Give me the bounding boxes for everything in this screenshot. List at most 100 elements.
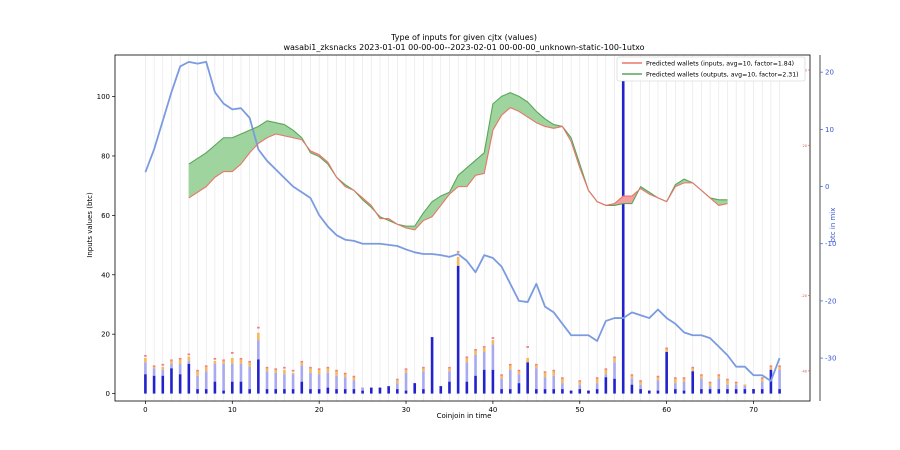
bar-cap [726, 378, 729, 381]
bar-cap [222, 359, 225, 362]
bar-mid [543, 377, 547, 390]
bar-top [700, 375, 703, 379]
bar-mid [595, 383, 599, 390]
bar-mid [170, 363, 173, 369]
bar-top [326, 368, 330, 373]
bar-main [387, 386, 390, 394]
bar-main [343, 389, 347, 394]
y2-tick-label: -20 [825, 297, 836, 305]
bar-main [526, 362, 529, 394]
bar-main [439, 386, 443, 394]
bar-top [204, 366, 208, 372]
bar-cap [769, 365, 773, 368]
bar-top [708, 383, 712, 387]
bar-top [343, 374, 347, 378]
bar-main [317, 389, 321, 394]
bar-top [422, 368, 425, 372]
chart-title: Type of inputs for given cjtx (values) [390, 33, 537, 42]
bar-cap [326, 366, 330, 369]
bar-mid [778, 369, 781, 390]
bar-main [448, 381, 451, 394]
bar-mid [222, 363, 225, 391]
x-tick-label: 0 [143, 406, 147, 414]
bar-main [743, 389, 747, 394]
bar-main [647, 390, 651, 394]
bar-main [274, 389, 278, 394]
bar-main [726, 389, 729, 394]
prediction-fill-segment [188, 157, 198, 199]
bar-main [465, 381, 469, 394]
bar-mid [343, 377, 347, 390]
x-axis-label: Coinjoin in time [437, 412, 492, 420]
bar-cap [561, 377, 564, 380]
bar-main [404, 390, 408, 394]
bar-cap [257, 326, 260, 329]
bar-top [491, 340, 495, 345]
bar-mid [639, 384, 642, 390]
lines [144, 60, 781, 382]
legend-box [616, 56, 806, 82]
x-tick-label: 10 [228, 406, 237, 414]
bar-cap [778, 365, 781, 368]
prediction-fill-segment [197, 152, 207, 193]
bar-mid [552, 375, 556, 390]
bar-cap [170, 359, 173, 362]
prediction-fill-segment [457, 167, 468, 187]
bar-main [430, 337, 434, 394]
bar-main [752, 389, 755, 394]
bar-top [482, 347, 486, 352]
bar-mid [500, 378, 503, 390]
x-tick-label: 50 [575, 406, 584, 414]
y2-tick-label: 0 [825, 183, 829, 191]
bar-top [552, 371, 556, 376]
bar-mid [726, 384, 729, 390]
bar-cap [291, 369, 295, 372]
bars [144, 60, 781, 394]
bar-main [535, 389, 538, 394]
prediction-fill-segment [622, 195, 633, 204]
prediction-fill-segment [232, 133, 242, 173]
bar-top [656, 377, 660, 381]
bar-mid [161, 369, 165, 376]
bar-main [291, 389, 295, 394]
bar-mid [335, 375, 338, 390]
y2-axis-label: btc in mix [829, 208, 837, 243]
bar-main [595, 389, 599, 394]
bar-cap [630, 374, 634, 377]
bar-top [396, 380, 399, 384]
bar-cap [508, 363, 512, 366]
bar-cap [604, 368, 608, 371]
bar-top [691, 368, 695, 372]
bar-mid [422, 371, 425, 390]
bar-cap [517, 369, 521, 372]
y-axis-label: Inputs values (btc) [86, 192, 94, 258]
bar-main [161, 375, 165, 394]
bar-main [500, 389, 503, 394]
bar-main [230, 381, 234, 394]
bar-mid [465, 362, 469, 382]
bar-top [734, 383, 738, 385]
bar-main [196, 389, 199, 394]
bar-cap [535, 363, 538, 366]
bar-top [604, 369, 608, 375]
legend-label-inputs: Predicted wallets (inputs, avg=10, facto… [646, 61, 794, 68]
y-tick-label: 100 [97, 93, 110, 101]
bar-main [300, 381, 304, 394]
y-tick-label: 80 [101, 152, 110, 160]
bar-main [335, 389, 338, 394]
bar-top [274, 369, 278, 373]
bar-mid [300, 365, 304, 382]
bar-main [674, 389, 677, 394]
bar-top [456, 256, 460, 266]
bar-main [309, 389, 312, 394]
bar-main [613, 378, 616, 394]
bar-cap [465, 356, 469, 359]
bar-cap [239, 357, 243, 360]
bar-main [491, 369, 495, 394]
bar-cap [196, 369, 199, 372]
bar-cap [482, 346, 486, 348]
bar-mid [760, 381, 764, 390]
bar-top [508, 365, 512, 370]
x-tick-label: 40 [488, 406, 497, 414]
bar-top [639, 381, 642, 385]
